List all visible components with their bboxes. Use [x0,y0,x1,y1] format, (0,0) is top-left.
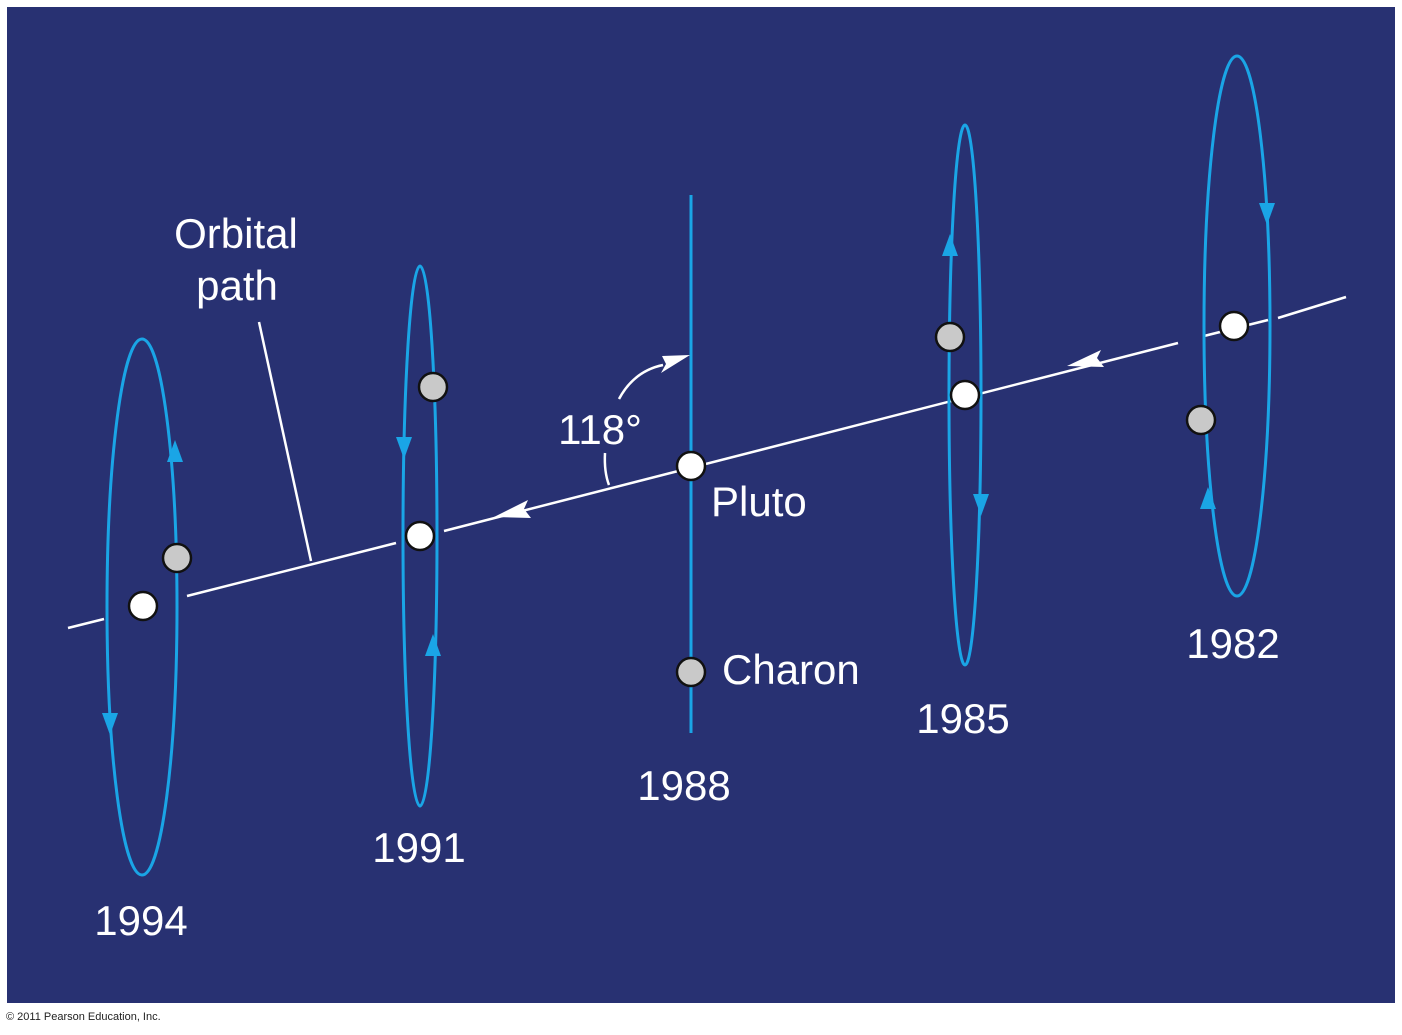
angle-label: 118° [558,406,642,453]
pluto-1982 [1218,310,1250,342]
orbital-path-arrow-right [1067,350,1104,367]
year-label-1982: 1982 [1186,620,1279,667]
charon-1991 [417,371,449,403]
orbit-1985 [947,123,983,667]
diagram-background [7,7,1395,1003]
orbital-path-line [67,295,1347,630]
orbit-1991-arrow-down [396,437,412,459]
orbit-1982-arrow-down [1259,203,1275,225]
orbit-1991 [401,264,439,808]
pluto-1985 [949,379,981,411]
pluto-1991 [404,520,436,552]
charon-1994 [161,542,193,574]
pluto-label: Pluto [711,478,807,525]
orbital-path-arrow-left [494,500,531,518]
charon-1988 [675,656,707,688]
charon-label: Charon [722,646,860,693]
orbit-1994 [105,337,179,877]
angle-arc-upper [617,363,664,400]
pluto-1994 [127,590,159,622]
orbit-1994-arrow-down [102,713,118,735]
copyright-notice: © 2011 Pearson Education, Inc. [6,1011,161,1023]
orbit-1991-arrow-up [425,634,441,656]
orbit-1982 [1202,54,1272,598]
year-label-1991: 1991 [372,824,465,871]
pluto-1988 [675,450,707,482]
orbit-1982-arrow-up [1200,487,1216,509]
orbital-path-label-line2: path [196,262,278,309]
charon-1985 [934,321,966,353]
year-label-1994: 1994 [94,897,187,944]
orbit-1985-arrow-down [973,494,989,516]
orbit-1994-arrow-up [167,440,183,462]
orbital-path-label-line1: Orbital [174,210,298,257]
orbital-path-leader [257,321,313,562]
angle-arrowhead [661,355,690,373]
angle-arc-lower [603,452,611,486]
year-label-1988: 1988 [637,762,730,809]
charon-1982 [1185,404,1217,436]
year-label-1985: 1985 [916,695,1009,742]
orbit-1985-arrow-up [942,234,958,256]
